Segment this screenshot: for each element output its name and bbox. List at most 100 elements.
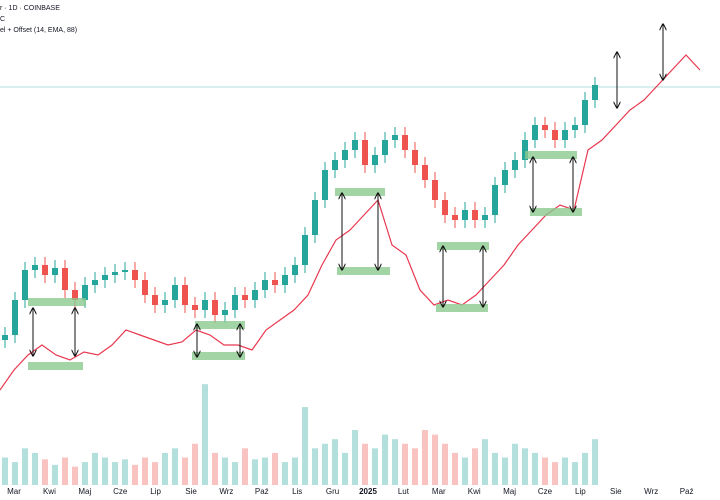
x-tick-label: Wrz [219,487,233,496]
zone [436,304,488,312]
volume-bar [242,448,248,485]
candle-body [412,150,418,165]
candle-body [132,270,138,280]
volume-bar [312,448,318,485]
x-tick-label: Cze [538,487,553,496]
x-tick-label: Maj [78,487,91,496]
candle-body [352,140,358,150]
x-tick-label: Wrz [644,487,658,496]
x-tick-label: Lip [150,487,161,496]
volume-bar [52,464,58,485]
x-tick-label: Sie [185,487,197,496]
volume-bar [162,452,168,485]
candle-body [582,100,588,125]
candle-body [442,200,448,215]
volume-bar [532,452,538,485]
volume-bar [252,459,258,485]
candle-body [152,295,158,305]
volume-bar [372,448,378,485]
volume-bar [202,384,208,485]
x-tick-label: Sie [610,487,622,496]
volume-bar [222,457,228,485]
volume-bar [42,459,48,485]
x-tick-label: Lip [575,487,586,496]
zone [525,151,577,159]
candle-body [312,200,318,235]
candle-body [292,265,298,275]
volume-bar [362,443,368,485]
candle-body [362,140,368,165]
volume-bar [482,439,488,485]
volume-bar [562,457,568,485]
volume-bar [502,457,508,485]
candle-body [252,290,258,300]
volume-bar [462,457,468,485]
volume-bar [152,462,158,485]
x-tick-label: Kwi [468,487,481,496]
candle-body [162,300,168,305]
candle-body [22,270,28,300]
header-line: C [0,16,5,23]
candle-body [522,140,528,160]
candle-body [372,155,378,165]
zone [192,352,245,360]
candle-body [192,305,198,310]
candle-body [432,180,438,200]
volume-bar [322,443,328,485]
volume-bar [122,459,128,485]
zone [337,267,390,275]
candle-body [332,160,338,170]
volume-bar [142,457,148,485]
candle-body [492,185,498,215]
candle-body [462,210,468,220]
volume-bar [522,448,528,485]
candle-body [172,285,178,300]
candle-body [382,140,388,155]
volume-bar [352,430,358,485]
zone [28,362,83,370]
candle-body [32,265,38,270]
zone [335,188,385,196]
volume-bar [132,464,138,485]
volume-bar [192,443,198,485]
volume-bar [22,448,28,485]
candle-body [452,215,458,220]
candle-body [102,275,108,280]
candle-body [42,265,48,275]
volume-bar [302,407,308,485]
volume-bar [292,457,298,485]
volume-bar [472,448,478,485]
volume-bar [432,434,438,485]
candle-body [552,130,558,140]
x-tick-label: Kwi [43,487,56,496]
candle-body [232,295,238,310]
volume-bar [442,443,448,485]
volume-bar [32,452,38,485]
volume-bar [332,439,338,485]
candle-body [512,160,518,170]
price-pane [0,54,701,391]
volume-bar [592,439,598,485]
x-tick-label: Mar [7,487,21,496]
candle-body [322,170,328,200]
candle-body [222,310,228,315]
volume-bar [82,462,88,485]
candle-body [302,235,308,265]
candle-body [262,280,268,290]
volume-bar [272,452,278,485]
volume-bar [282,462,288,485]
volume-bar [542,457,548,485]
volume-bar [262,457,268,485]
candle-body [82,285,88,300]
candle-body [212,300,218,315]
candle-body [392,135,398,140]
zone [437,242,489,250]
volume-bar [62,457,68,485]
candle-body [572,125,578,130]
volume-pane [2,384,598,485]
symbol: r · 1D · COINBASE [0,5,60,12]
candle-body [402,135,408,150]
candle-body [112,272,118,275]
x-tick-label: Paź [255,487,269,496]
zone [195,321,245,329]
